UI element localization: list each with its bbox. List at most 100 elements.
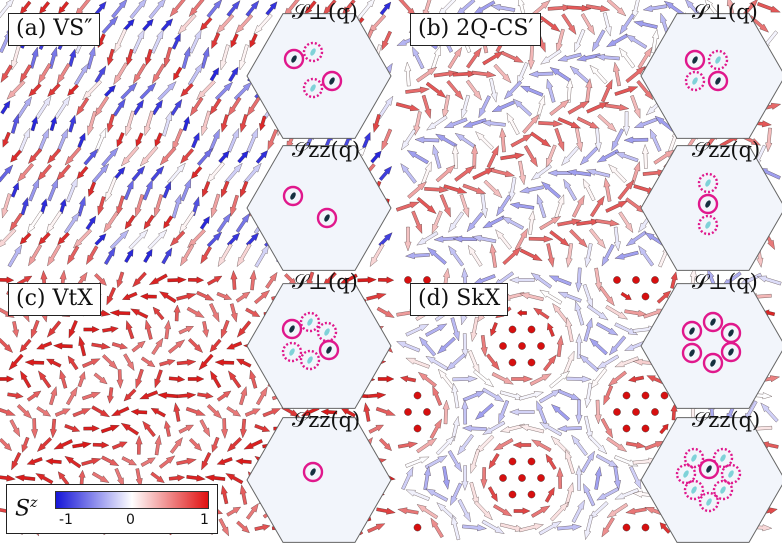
- spin-arrow: [649, 128, 662, 152]
- spin-arrow: [0, 100, 11, 115]
- spin-arrow: [189, 96, 204, 117]
- spin-arrow: [596, 354, 620, 370]
- panel-label-c: (c) VtX: [8, 283, 101, 316]
- spin-arrow: [473, 500, 494, 521]
- spin-arrow: [603, 176, 612, 202]
- spin-arrow: [211, 32, 221, 50]
- colorbar: Sz -1 0 1: [6, 484, 218, 534]
- spin-arrow: [93, 273, 107, 286]
- spin-arrow: [378, 232, 393, 247]
- spin-arrow: [426, 247, 447, 265]
- spin-arrow: [121, 456, 138, 466]
- spin-arrow: [574, 28, 586, 53]
- spin-arrow: [199, 215, 210, 230]
- spin-arrow: [206, 403, 223, 419]
- spin-arrow: [156, 391, 178, 400]
- spin-arrow: [372, 113, 382, 134]
- spin-arrow: [28, 177, 40, 202]
- spin-arrow: [109, 229, 130, 250]
- spin-arrow: [485, 353, 500, 371]
- spin-arrow: [206, 161, 225, 184]
- spin-arrow: [400, 162, 417, 184]
- spin-arrow: [254, 523, 271, 531]
- spin-arrow: [176, 292, 197, 301]
- spin-arrow: [443, 117, 468, 129]
- spin-arrow: [48, 385, 58, 406]
- spin-arrow: [549, 370, 571, 389]
- spin-arrow: [583, 317, 593, 342]
- bragg-peak: [728, 329, 734, 337]
- spin-arrow: [459, 193, 470, 219]
- spin-arrow: [171, 32, 181, 50]
- spin-arrow: [425, 81, 447, 99]
- peak-circle: [698, 458, 720, 480]
- bragg-peak: [689, 327, 695, 335]
- spin-arrow: [487, 486, 498, 503]
- peak-circle: [681, 320, 703, 342]
- peak-circle: [316, 207, 338, 229]
- spin-arrow: [235, 212, 251, 233]
- spin-arrow: [461, 333, 469, 360]
- spin-arrow: [482, 50, 505, 66]
- spin-arrow: [518, 160, 527, 186]
- spin-arrow: [411, 210, 423, 235]
- spin-dot: [537, 342, 545, 350]
- spin-arrow: [226, 506, 242, 517]
- spin-arrow: [633, 20, 658, 29]
- spin-arrow: [30, 418, 39, 440]
- spin-arrow: [101, 15, 119, 35]
- structure-factor-hexagon: [640, 145, 782, 271]
- spin-arrow: [134, 193, 145, 218]
- peak-circle-dotted: [675, 463, 697, 485]
- spin-arrow: [399, 375, 417, 383]
- spin-arrow: [495, 229, 513, 250]
- spin-arrow: [556, 466, 564, 489]
- spin-arrow: [606, 436, 628, 453]
- spin-arrow: [45, 210, 63, 234]
- spin-arrow: [499, 522, 526, 532]
- spin-arrow: [555, 28, 565, 54]
- spin-arrow: [159, 146, 177, 166]
- spin-arrow: [0, 375, 15, 383]
- spin-arrow: [55, 163, 72, 182]
- spin-arrow: [123, 353, 135, 372]
- spin-arrow: [500, 50, 525, 63]
- spin-arrow: [151, 63, 166, 85]
- peak-circle: [281, 318, 303, 340]
- spin-arrow: [499, 390, 526, 400]
- spin-arrow: [528, 235, 554, 243]
- spin-arrow: [557, 117, 582, 129]
- spin-arrow: [613, 226, 621, 252]
- spin-arrow: [64, 146, 82, 166]
- spin-arrow: [201, 180, 211, 198]
- spin-arrow: [425, 355, 449, 371]
- spin-arrow: [405, 357, 431, 369]
- spin-arrow: [78, 335, 87, 357]
- spin-arrow: [557, 389, 582, 401]
- spin-arrow: [470, 143, 479, 169]
- bragg-peak: [289, 348, 295, 356]
- spin-arrow: [163, 420, 171, 437]
- label-s-perp-c: 𝒮⊥(q): [292, 270, 358, 294]
- spin-arrow: [630, 94, 641, 119]
- spin-arrow: [566, 169, 592, 177]
- spin-arrow: [208, 128, 220, 152]
- spin-arrow: [91, 471, 110, 484]
- spin-arrow: [120, 81, 138, 100]
- spin-arrow: [162, 180, 172, 199]
- spin-arrow: [424, 455, 448, 470]
- spin-arrow: [557, 291, 582, 303]
- spin-arrow: [81, 79, 103, 101]
- spin-arrow: [254, 423, 271, 433]
- spin-arrow: [196, 147, 214, 167]
- spin-arrow: [552, 302, 570, 324]
- spin-arrow: [377, 375, 395, 383]
- spin-arrow: [585, 4, 611, 13]
- spin-arrow: [67, 83, 80, 97]
- spin-arrow: [249, 369, 258, 389]
- spin-arrow: [216, 390, 232, 402]
- spin-arrow: [230, 269, 238, 290]
- spin-arrow: [210, 193, 221, 219]
- spin-arrow: [160, 18, 174, 32]
- spin-arrow: [404, 456, 430, 468]
